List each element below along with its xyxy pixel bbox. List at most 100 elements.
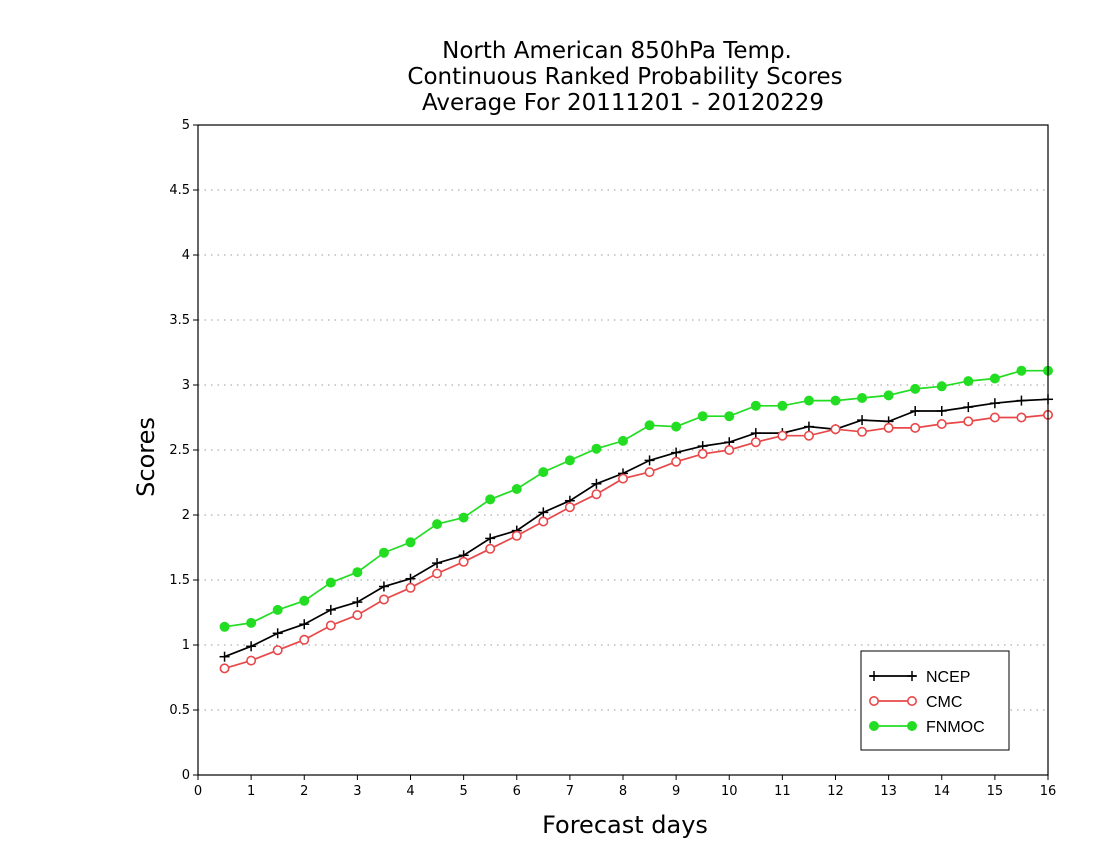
- data-point-cmc: [378, 594, 389, 605]
- data-point-fnmoc: [378, 547, 389, 558]
- y-tick-label: 5: [182, 118, 190, 133]
- data-point-ncep: [219, 651, 230, 662]
- data-point-fnmoc: [325, 577, 336, 588]
- data-point-cmc: [458, 556, 469, 567]
- data-point-ncep: [591, 478, 602, 489]
- series-line-cmc: [224, 414, 1049, 670]
- data-point-fnmoc: [538, 467, 549, 478]
- data-point-cmc: [936, 418, 947, 429]
- data-point-cmc: [1016, 412, 1027, 423]
- y-tick-label: 3.5: [169, 313, 190, 328]
- data-point-fnmoc: [883, 390, 894, 401]
- data-point-ncep: [246, 641, 257, 652]
- x-tick-label: 13: [880, 784, 897, 799]
- y-tick-label: 0.5: [169, 703, 190, 718]
- data-point-fnmoc: [644, 420, 655, 431]
- x-axis-label: Forecast days: [542, 811, 708, 839]
- x-tick-label: 1: [247, 784, 255, 799]
- data-point-cmc: [671, 456, 682, 467]
- y-tick-label: 4: [182, 248, 190, 263]
- y-tick-label: 2: [182, 508, 190, 523]
- x-tick-label: 7: [566, 784, 574, 799]
- data-point-fnmoc: [485, 494, 496, 505]
- data-point-fnmoc: [777, 400, 788, 411]
- legend-item-ncep: NCEP: [869, 669, 970, 686]
- data-point-ncep: [750, 428, 761, 439]
- data-point-fnmoc: [405, 537, 416, 548]
- data-point-cmc: [564, 502, 575, 513]
- x-tick-label: 15: [987, 784, 1004, 799]
- data-point-ncep: [803, 421, 814, 432]
- data-point-ncep: [325, 604, 336, 615]
- data-point-ncep: [910, 406, 921, 416]
- data-point-ncep: [538, 507, 549, 518]
- chart-title-line-2: Continuous Ranked Probability Scores: [407, 64, 842, 90]
- series-line-fnmoc: [224, 369, 1048, 628]
- chart-title-line-1: North American 850hPa Temp.: [442, 38, 792, 64]
- data-point-cmc: [989, 412, 1000, 423]
- x-tick-label: 16: [1040, 784, 1057, 799]
- legend-item-fnmoc: FNMOC: [869, 719, 985, 736]
- legend-marker: [869, 671, 879, 681]
- y-tick-label: 4.5: [169, 183, 190, 198]
- data-point-cmc: [750, 437, 761, 448]
- data-point-ncep: [352, 597, 363, 608]
- data-point-cmc: [803, 430, 814, 441]
- x-tick-label: 0: [194, 784, 202, 799]
- legend-item-cmc: CMC: [868, 694, 962, 711]
- chart-title-line-3: Average For 20111201 - 20120229: [422, 90, 824, 116]
- data-point-fnmoc: [936, 381, 947, 392]
- x-tick-label: 11: [774, 784, 791, 799]
- x-tick-label: 14: [933, 784, 950, 799]
- data-point-fnmoc: [591, 443, 602, 454]
- data-point-fnmoc: [989, 373, 1000, 384]
- data-point-fnmoc: [963, 376, 974, 387]
- data-point-cmc: [299, 634, 310, 645]
- x-tick-label: 6: [513, 784, 521, 799]
- data-point-fnmoc: [564, 455, 575, 466]
- data-point-cmc: [883, 422, 894, 433]
- data-point-cmc: [405, 582, 416, 593]
- data-point-ncep: [299, 619, 310, 630]
- data-point-cmc: [325, 620, 336, 631]
- data-point-ncep: [857, 415, 868, 426]
- data-point-cmc: [352, 610, 363, 621]
- data-point-cmc: [511, 530, 522, 541]
- data-point-fnmoc: [697, 411, 708, 422]
- data-point-fnmoc: [352, 567, 363, 578]
- data-point-fnmoc: [1016, 365, 1027, 376]
- y-axis-ticks: 0 0.5 1 1.5 2 2.5 3 3.5 4 4.5 5: [169, 118, 198, 783]
- data-point-cmc: [830, 424, 841, 435]
- chart-title: North American 850hPa Temp. Continuous R…: [407, 38, 842, 116]
- data-point-cmc: [617, 473, 628, 484]
- y-tick-label: 3: [182, 378, 190, 393]
- data-point-fnmoc: [458, 512, 469, 523]
- data-point-fnmoc: [511, 484, 522, 494]
- data-point-fnmoc: [671, 421, 682, 432]
- data-point-cmc: [246, 655, 257, 666]
- series-cmc: [219, 409, 1054, 674]
- series-line-ncep: [224, 398, 1049, 658]
- legend-label: NCEP: [926, 669, 970, 686]
- x-tick-label: 10: [721, 784, 738, 799]
- data-point-cmc: [272, 645, 283, 656]
- legend-marker: [907, 671, 917, 681]
- data-point-fnmoc: [246, 617, 257, 628]
- legend: NCEP CMC FNMOC: [860, 650, 1010, 751]
- data-point-cmc: [857, 426, 868, 437]
- x-tick-label: 8: [619, 784, 627, 799]
- data-point-cmc: [485, 543, 496, 554]
- x-tick-label: 5: [459, 784, 467, 799]
- y-tick-label: 1: [182, 638, 190, 653]
- data-point-fnmoc: [432, 519, 443, 530]
- plot-frame: [197, 124, 1049, 776]
- y-tick-label: 1.5: [169, 573, 190, 588]
- data-point-ncep: [485, 533, 496, 544]
- series-ncep: [219, 394, 1053, 662]
- y-tick-label: 2.5: [169, 443, 190, 458]
- data-point-cmc: [724, 444, 735, 455]
- gridlines: [198, 124, 1048, 711]
- data-point-cmc: [963, 416, 974, 427]
- data-point-cmc: [697, 448, 708, 459]
- y-tick-label: 0: [182, 768, 190, 783]
